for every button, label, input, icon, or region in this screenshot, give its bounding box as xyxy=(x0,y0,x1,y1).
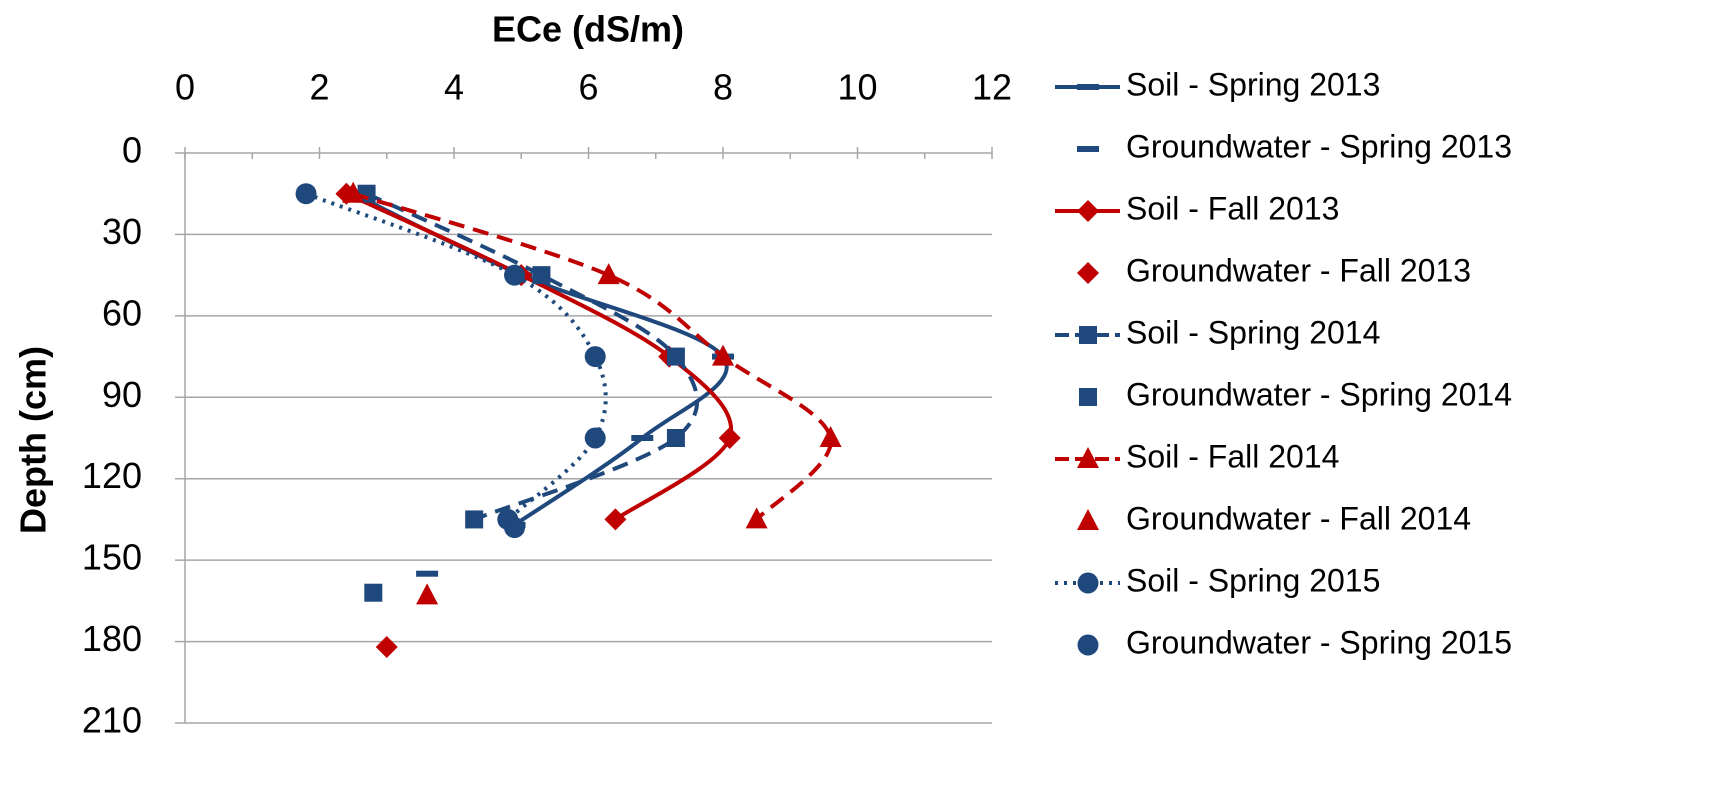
series-line xyxy=(352,191,833,521)
marker-dash xyxy=(631,435,654,441)
marker-circle xyxy=(504,517,526,539)
marker-square xyxy=(666,429,685,447)
y-tick-label: 150 xyxy=(82,537,142,578)
series-line xyxy=(305,191,608,521)
marker-dash xyxy=(1077,84,1099,90)
marker-square xyxy=(1079,326,1097,344)
legend-label: Groundwater - Spring 2015 xyxy=(1126,624,1512,660)
marker-square xyxy=(532,266,551,285)
marker-dash xyxy=(1077,146,1099,152)
legend-label: Soil - Fall 2014 xyxy=(1126,438,1339,474)
legend-label: Groundwater - Spring 2014 xyxy=(1126,376,1512,412)
legend-label: Groundwater - Fall 2014 xyxy=(1126,500,1471,536)
x-tick-label: 6 xyxy=(578,67,598,108)
y-axis-label: Depth (cm) xyxy=(13,346,54,534)
y-tick-label: 120 xyxy=(82,455,142,496)
marker-triangle xyxy=(819,426,842,447)
y-tick-label: 30 xyxy=(102,211,142,252)
marker-diamond xyxy=(1077,262,1099,284)
marker-circle xyxy=(584,427,606,449)
marker-triangle xyxy=(712,344,734,366)
legend-label: Groundwater - Spring 2013 xyxy=(1126,128,1512,164)
marker-square xyxy=(1079,388,1097,406)
marker-diamond xyxy=(1077,200,1099,222)
x-tick-label: 12 xyxy=(972,67,1012,108)
series-line xyxy=(345,191,734,522)
legend-label: Soil - Spring 2013 xyxy=(1126,66,1380,102)
marker-circle xyxy=(295,183,317,205)
legend-label: Soil - Spring 2015 xyxy=(1126,562,1380,598)
x-tick-label: 10 xyxy=(837,67,877,108)
marker-square xyxy=(666,347,685,366)
marker-triangle xyxy=(416,583,439,605)
y-tick-label: 180 xyxy=(82,618,142,659)
x-tick-label: 0 xyxy=(175,67,195,108)
legend-label: Soil - Fall 2013 xyxy=(1126,190,1339,226)
marker-square xyxy=(465,510,484,529)
y-tick-label: 60 xyxy=(102,292,142,333)
x-tick-label: 2 xyxy=(309,67,329,108)
marker-triangle xyxy=(1077,509,1099,530)
marker-diamond xyxy=(718,427,741,449)
marker-triangle xyxy=(597,263,620,285)
legend-label: Soil - Spring 2014 xyxy=(1126,314,1380,350)
marker-circle xyxy=(1077,634,1099,656)
y-tick-label: 210 xyxy=(82,700,142,741)
x-tick-label: 8 xyxy=(713,67,733,108)
chart-title: ECe (dS/m) xyxy=(492,9,684,50)
marker-triangle xyxy=(342,181,365,203)
legend-label: Groundwater - Fall 2013 xyxy=(1126,252,1471,288)
y-tick-label: 0 xyxy=(122,130,142,171)
marker-triangle xyxy=(745,507,768,529)
marker-dash xyxy=(416,570,439,577)
y-tick-label: 90 xyxy=(102,374,142,415)
marker-circle xyxy=(1077,572,1099,594)
marker-square xyxy=(364,583,383,602)
series-line xyxy=(365,191,700,522)
x-tick-label: 4 xyxy=(444,67,464,108)
marker-diamond xyxy=(375,636,398,658)
marker-circle xyxy=(584,346,606,368)
marker-diamond xyxy=(604,508,627,531)
marker-circle xyxy=(504,264,526,286)
marker-triangle xyxy=(1077,447,1099,468)
